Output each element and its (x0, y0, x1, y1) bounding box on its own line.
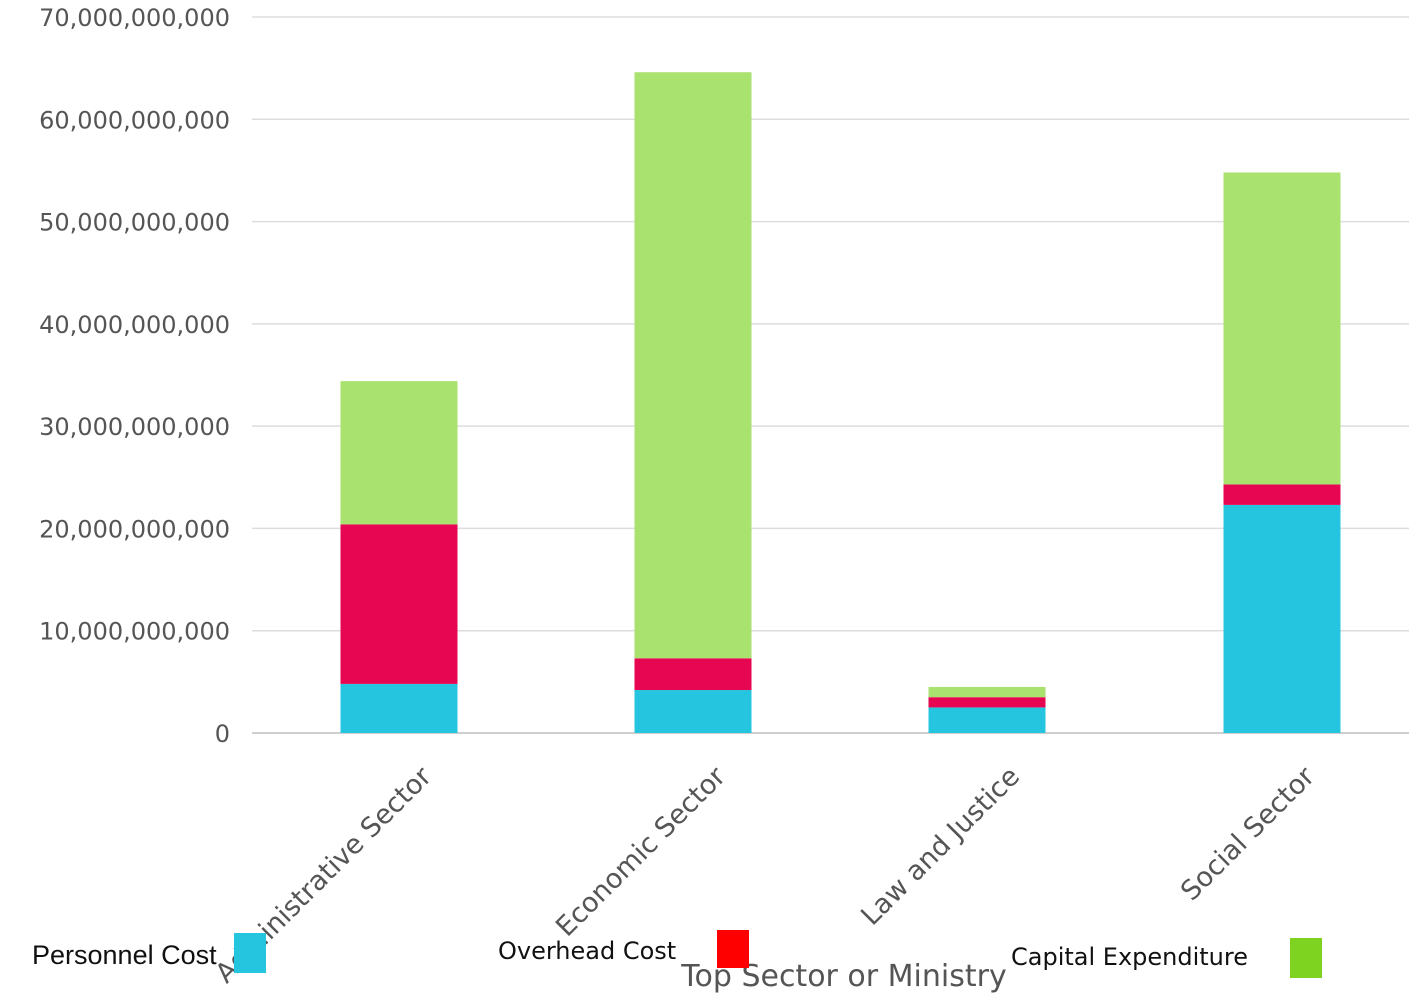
y-tick-label: 40,000,000,000 (39, 311, 230, 339)
legend-swatch (234, 933, 266, 973)
bar-segment (634, 658, 752, 691)
bar-segment (1223, 484, 1341, 505)
bar-segment (928, 697, 1046, 708)
bar-segment (340, 524, 458, 684)
legend-label: Personnel Cost (32, 940, 217, 970)
y-tick-label: 50,000,000,000 (39, 209, 230, 237)
x-tick-label: Social Sector (1175, 760, 1322, 907)
y-tick-label: 70,000,000,000 (39, 4, 230, 32)
bar-segment (928, 707, 1046, 733)
bar-segment (634, 690, 752, 733)
bar-segment (340, 381, 458, 525)
x-tick-label: Law and Justice (855, 761, 1026, 932)
bar-segment (634, 72, 752, 659)
legend-swatch (1290, 938, 1322, 978)
y-tick-label: 10,000,000,000 (39, 618, 230, 646)
legend-label: Capital Expenditure (1011, 943, 1248, 971)
y-tick-label: 20,000,000,000 (39, 515, 230, 543)
legend-swatch (717, 930, 749, 968)
y-axis-tick-labels: 0 10,000,000,000 20,000,000,000 30,000,000,… (39, 4, 230, 748)
legend-label: Overhead Cost (498, 937, 677, 965)
y-tick-label: 30,000,000,000 (39, 413, 230, 441)
bar-segment (1223, 504, 1341, 733)
y-tick-label: 0 (215, 720, 230, 748)
bar-segment (928, 686, 1046, 698)
x-tick-label: Economic Sector (550, 760, 732, 942)
bars (340, 72, 1341, 733)
bar-segment (1223, 172, 1341, 485)
y-tick-label: 60,000,000,000 (39, 106, 230, 134)
bar-segment (340, 683, 458, 733)
